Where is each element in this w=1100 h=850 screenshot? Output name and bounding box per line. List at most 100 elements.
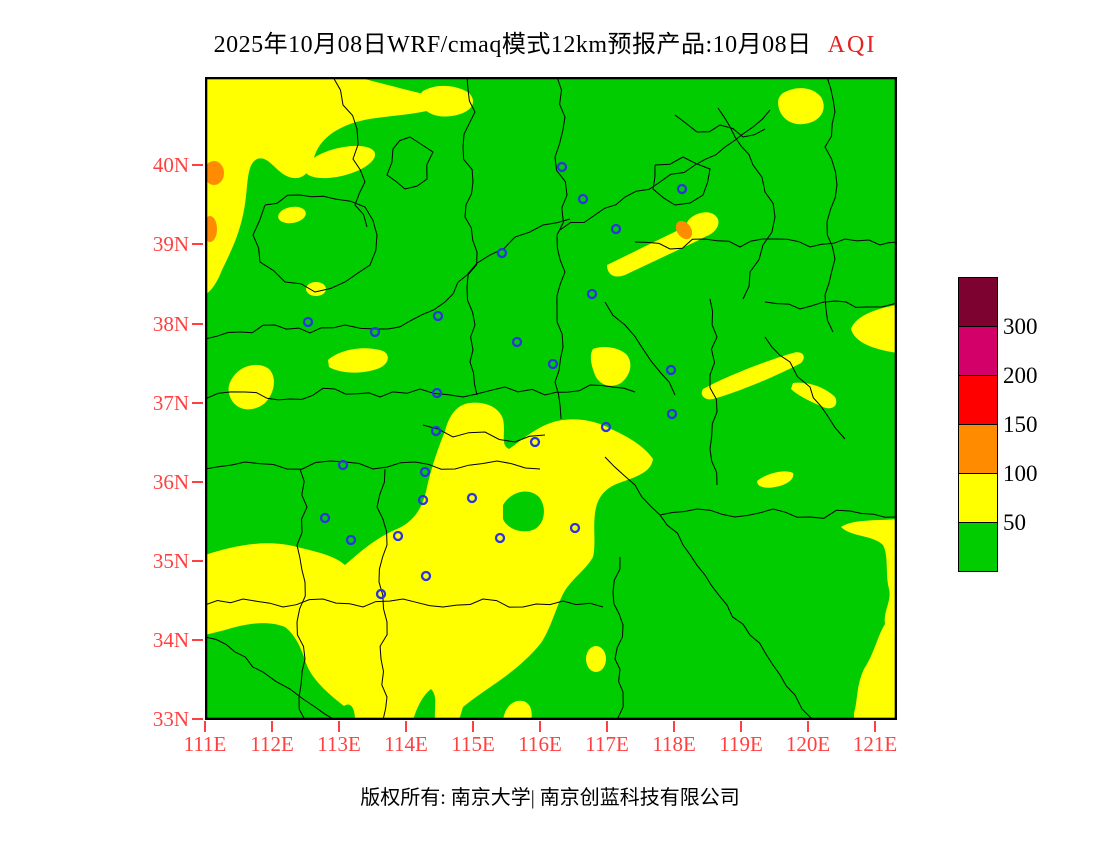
lat-tick-label: 36N (152, 469, 189, 494)
city-marker (665, 364, 677, 376)
boundary-line (717, 107, 776, 300)
city-marker (496, 247, 508, 259)
city-marker (337, 459, 349, 471)
boundary-line (612, 556, 624, 720)
lon-tick-mark (271, 721, 273, 732)
forecast-map (205, 77, 897, 720)
city-marker (511, 336, 523, 348)
lon-tick-mark (539, 721, 541, 732)
boundary-line (559, 109, 771, 231)
lon-tick-label: 114E (384, 732, 428, 756)
city-marker (676, 183, 688, 195)
boundary-line (376, 468, 388, 720)
lat-tick-mark (192, 164, 203, 167)
lon-tick-label: 112E (250, 732, 294, 756)
city-marker (586, 288, 598, 300)
lat-tick-label: 37N (152, 390, 189, 415)
lat-tick-mark (192, 243, 203, 246)
boundary-line (332, 77, 368, 228)
boundary-line (709, 298, 718, 486)
legend-color-block (958, 473, 998, 523)
boundary-line (252, 194, 378, 293)
city-marker (375, 588, 387, 600)
city-markers (302, 161, 688, 600)
lat-tick-label: 35N (152, 548, 189, 573)
city-marker (556, 161, 568, 173)
boundary-line (554, 77, 568, 420)
city-marker (431, 387, 443, 399)
legend-color-block (958, 522, 998, 572)
boundary-line (386, 136, 434, 190)
lat-tick-mark (192, 559, 203, 562)
boundary-line (205, 598, 604, 608)
legend-color-block (958, 375, 998, 425)
lon-tick-mark (874, 721, 876, 732)
lon-tick-mark (204, 721, 206, 732)
legend-color-block (958, 424, 998, 474)
lon-tick-label: 119E (719, 732, 763, 756)
city-marker (569, 522, 581, 534)
lat-tick-mark (192, 480, 203, 483)
lon-tick-mark (807, 721, 809, 732)
lon-tick-mark (405, 721, 407, 732)
city-marker (302, 316, 314, 328)
legend-threshold-label: 50 (1003, 510, 1026, 535)
legend-color-block (958, 277, 998, 327)
lat-tick-label: 39N (152, 232, 189, 257)
legend-threshold-label: 200 (1003, 363, 1038, 388)
city-marker (529, 436, 541, 448)
boundary-line (659, 508, 897, 519)
city-marker (610, 223, 622, 235)
aqi-legend: 300 200 150 100 50 (958, 277, 1078, 572)
legend-color-block (958, 326, 998, 376)
boundary-line (652, 156, 711, 206)
boundary-line (296, 468, 308, 720)
lon-tick-label: 118E (652, 732, 696, 756)
boundary-line (205, 460, 541, 470)
city-marker (577, 193, 589, 205)
lat-tick-mark (192, 718, 203, 720)
city-marker (319, 512, 331, 524)
moderate-aqi-regions (205, 77, 897, 720)
lat-tick-label: 33N (152, 707, 189, 731)
city-marker (494, 532, 506, 544)
city-marker (430, 425, 442, 437)
lon-tick-label: 113E (317, 732, 361, 756)
boundary-line (674, 114, 766, 138)
lat-tick-mark (192, 638, 203, 641)
title-pollutant-label: AQI (827, 32, 877, 58)
page-title: 2025年10月08日WRF/cmaq模式12km预报产品:10月08日 AQI (0, 24, 1090, 59)
lat-tick-mark (192, 401, 203, 404)
city-marker (666, 408, 678, 420)
city-marker (417, 494, 429, 506)
boundary-line (604, 301, 676, 396)
boundary-line (422, 424, 546, 443)
boundary-line (824, 77, 838, 333)
title-text: 2025年10月08日WRF/cmaq模式12km预报产品:10月08日 (213, 32, 812, 58)
lat-tick-label: 40N (152, 153, 189, 178)
legend-threshold-label: 300 (1003, 314, 1038, 339)
city-marker (466, 492, 478, 504)
lon-tick-mark (673, 721, 675, 732)
boundary-line (205, 384, 636, 401)
city-marker (420, 570, 432, 582)
county-boundaries (205, 77, 897, 720)
lon-tick-label: 120E (785, 732, 831, 756)
orange-aqi-hotspots (205, 161, 693, 242)
boundary-line (205, 636, 336, 720)
city-marker (432, 310, 444, 322)
lon-tick-label: 115E (451, 732, 495, 756)
legend-threshold-label: 150 (1003, 412, 1038, 437)
city-marker (419, 466, 431, 478)
city-marker (547, 358, 559, 370)
city-marker (345, 534, 357, 546)
city-marker (369, 326, 381, 338)
lon-tick-mark (338, 721, 340, 732)
lon-tick-mark (472, 721, 474, 732)
city-marker (600, 421, 612, 433)
lon-tick-label: 121E (852, 732, 898, 756)
lon-tick-label: 116E (518, 732, 562, 756)
boundary-line (634, 238, 897, 250)
lon-tick-label: 111E (183, 732, 227, 756)
